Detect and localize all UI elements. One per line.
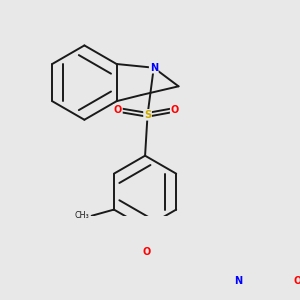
Text: N: N bbox=[234, 276, 242, 286]
Text: N: N bbox=[150, 63, 158, 73]
Text: CH₃: CH₃ bbox=[74, 211, 89, 220]
Text: O: O bbox=[142, 247, 150, 257]
Text: O: O bbox=[293, 276, 300, 286]
Text: O: O bbox=[171, 105, 179, 115]
Text: S: S bbox=[144, 110, 151, 120]
Text: O: O bbox=[114, 105, 122, 115]
